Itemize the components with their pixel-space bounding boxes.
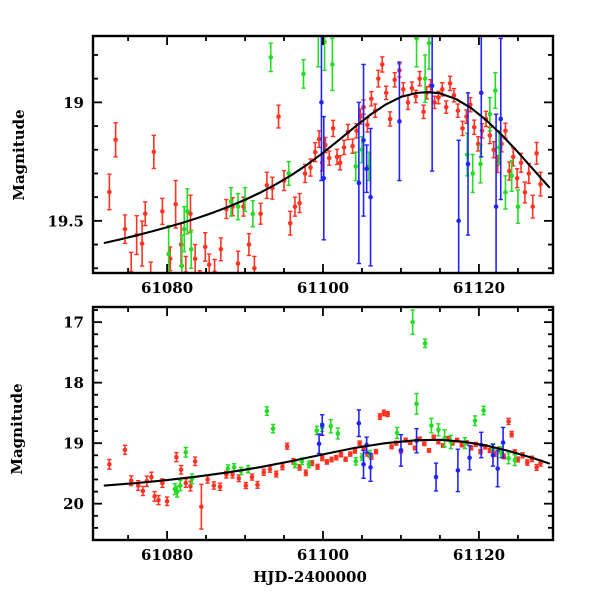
- x-tick-label: 61080: [141, 546, 193, 564]
- x-tick-label: 61100: [297, 279, 349, 297]
- x-tick-label: 61100: [297, 546, 349, 564]
- bottom-panel: Magnitude 61080 61100 61120 17 18 19 20: [0, 300, 600, 600]
- y-tick-label: 19: [63, 94, 84, 112]
- y-tick-label: 19.5: [47, 212, 84, 230]
- x-axis-label: HJD-2400000: [253, 568, 367, 586]
- top-panel-plot: 61080 61100 61120 19 19.5: [47, 34, 555, 297]
- y-tick-label: 20: [63, 495, 84, 513]
- bottom-panel-plot: 61080 61100 61120 17 18 19 20: [63, 305, 555, 564]
- y-tick-label: 19: [63, 435, 84, 453]
- x-tick-label: 61120: [453, 279, 505, 297]
- y-tick-label: 18: [63, 374, 84, 392]
- top-panel: Magnitude 61080 61100 61120 19 19.5: [10, 34, 555, 297]
- x-tick-label: 61120: [453, 546, 505, 564]
- y-tick-label: 17: [63, 314, 84, 332]
- x-tick-label: 61080: [141, 279, 193, 297]
